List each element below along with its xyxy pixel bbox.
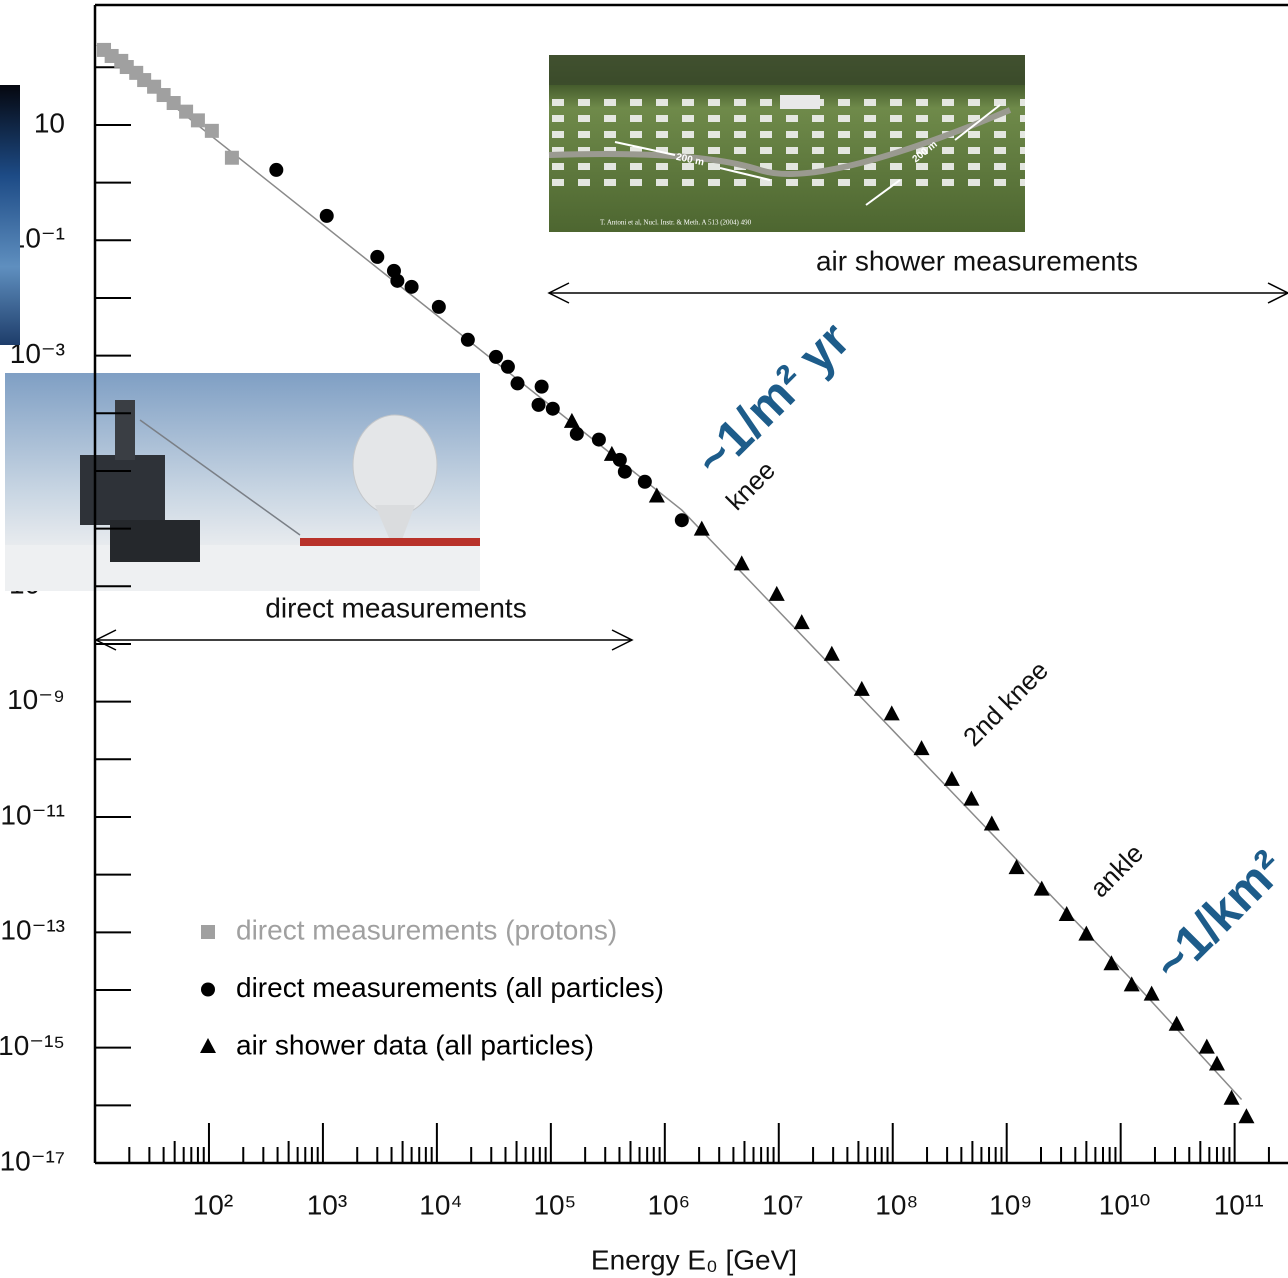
chart: 1010⁻¹10⁻³10⁻⁵10⁻⁷10⁻⁹10⁻¹¹10⁻¹³10⁻¹⁵10⁻… [0, 0, 1288, 1278]
data-point [944, 771, 960, 786]
data-point [769, 586, 785, 601]
data-point [1059, 906, 1075, 921]
data-point [370, 250, 384, 264]
earth-photo [0, 85, 20, 345]
data-point [269, 163, 283, 177]
array-photo [549, 55, 1025, 232]
range-label: air shower measurements [816, 245, 1138, 276]
range-label: direct measurements [265, 592, 526, 623]
x-tick-label: 10⁸ [875, 1189, 918, 1220]
data-point [1199, 1039, 1215, 1054]
data-point [734, 555, 750, 570]
data-point [884, 705, 900, 720]
data-point [320, 209, 334, 223]
annotation: 2nd knee [957, 655, 1054, 752]
legend-marker [200, 1038, 216, 1053]
x-tick-label: 10⁶ [647, 1189, 690, 1220]
legend-text: air shower data (all particles) [236, 1029, 594, 1060]
y-tick-label: 10⁻¹¹ [0, 799, 65, 830]
data-point [564, 413, 580, 428]
data-point [794, 614, 810, 629]
data-point [592, 433, 606, 447]
x-tick-label: 10⁵ [533, 1189, 576, 1220]
y-tick-label: 10⁻¹⁵ [0, 1030, 65, 1061]
data-point [984, 816, 1000, 831]
range-arrow [549, 283, 1288, 303]
data-point [501, 360, 515, 374]
data-point [618, 465, 632, 479]
data-point [405, 280, 419, 294]
y-tick-label: 10⁻¹⁷ [0, 1145, 65, 1176]
data-point [546, 402, 560, 416]
data-point [167, 96, 181, 110]
x-tick-label: 10⁴ [419, 1189, 462, 1220]
data-point [511, 376, 525, 390]
data-point [824, 646, 840, 661]
annotation: ankle [1084, 838, 1149, 903]
data-point [1124, 976, 1140, 991]
data-point [1238, 1108, 1254, 1123]
x-tick-label: 10³ [307, 1189, 347, 1220]
data-point [1034, 881, 1050, 896]
data-point [1144, 986, 1160, 1001]
data-point [1224, 1090, 1240, 1105]
data-point [963, 791, 979, 806]
data-point [390, 274, 404, 288]
data-point [638, 475, 652, 489]
flux-annotation: ~1/km² [1143, 840, 1288, 993]
data-point [854, 681, 870, 696]
data-point [1103, 955, 1119, 970]
data-point [914, 740, 930, 755]
data-point [1009, 859, 1025, 874]
series [564, 413, 1255, 1123]
data-point [205, 124, 219, 138]
data-point [532, 398, 546, 412]
legend-text: direct measurements (all particles) [236, 972, 664, 1003]
series [97, 43, 239, 165]
data-point [225, 151, 239, 165]
x-tick-label: 10¹⁰ [1099, 1189, 1151, 1220]
legend-marker [201, 983, 215, 997]
x-axis-label: Energy E₀ [GeV] [591, 1244, 797, 1275]
legend-text: direct measurements (protons) [236, 914, 617, 945]
data-point [432, 300, 446, 314]
y-tick-label: 10⁻¹³ [0, 915, 65, 946]
x-tick-label: 10⁷ [762, 1189, 803, 1220]
image-caption: T. Antoni et al, Nucl. Instr. & Meth. A … [600, 219, 752, 227]
data-point [489, 350, 503, 364]
y-tick-label: 10⁻⁹ [7, 684, 65, 715]
x-tick-label: 10¹¹ [1214, 1189, 1264, 1220]
balloon-photo [5, 373, 480, 591]
x-tick-label: 10⁹ [989, 1189, 1032, 1220]
legend-marker [201, 925, 215, 939]
data-point [191, 113, 205, 127]
y-tick-label: 10 [34, 107, 65, 138]
data-point [694, 521, 710, 536]
range-arrow [96, 630, 632, 650]
data-point [535, 380, 549, 394]
data-point [570, 427, 584, 441]
flux-annotation: ~1/m² yr [684, 311, 860, 487]
data-point [1078, 926, 1094, 941]
x-tick-label: 10² [193, 1189, 233, 1220]
data-point [675, 513, 689, 527]
data-point [1209, 1056, 1225, 1071]
data-point [461, 333, 475, 347]
